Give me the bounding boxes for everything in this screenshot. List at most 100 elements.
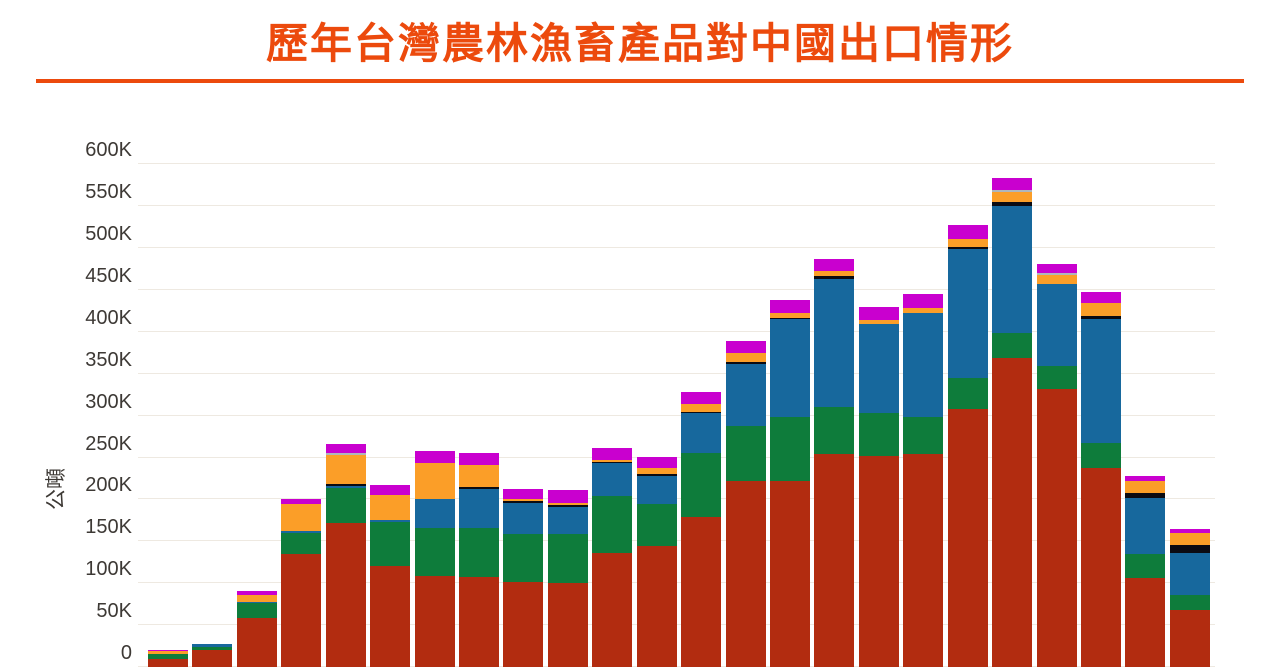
bar-17-orange-segment[interactable] (858, 320, 899, 325)
bar-23-black-segment[interactable] (1125, 492, 1166, 498)
bar-19-blue-segment[interactable] (947, 248, 988, 378)
bar-23-darkred-bottom-segment[interactable] (1125, 578, 1166, 667)
bar-23-magenta-top-segment[interactable] (1125, 476, 1166, 482)
bar-24-orange-segment[interactable] (1169, 532, 1210, 545)
bar-3-blue-segment[interactable] (236, 601, 277, 604)
stacked-bar-12[interactable] (636, 456, 677, 667)
bar-2-gray-segment[interactable] (192, 643, 233, 645)
bar-1-darkred-bottom-segment[interactable] (148, 658, 188, 667)
bar-20-orange-segment[interactable] (992, 191, 1033, 202)
bar-18-green-segment[interactable] (903, 417, 944, 455)
bar-13-green-segment[interactable] (681, 453, 722, 517)
bar-5-orange-segment[interactable] (325, 455, 366, 485)
bar-4-darkred-bottom-segment[interactable] (281, 553, 322, 667)
bar-16-orange-segment[interactable] (814, 270, 855, 276)
bar-18-darkred-bottom-segment[interactable] (903, 454, 944, 667)
bar-21-orange-segment[interactable] (1036, 274, 1077, 285)
bar-16-magenta-top-segment[interactable] (814, 258, 855, 271)
bar-11-magenta-top-segment[interactable] (592, 448, 633, 461)
bar-7-green-segment[interactable] (414, 527, 455, 576)
bar-22-black-segment[interactable] (1081, 315, 1122, 320)
bar-6-green-segment[interactable] (370, 522, 411, 567)
bar-20-darkred-bottom-segment[interactable] (992, 357, 1033, 667)
bar-1-orange-segment[interactable] (148, 651, 188, 655)
bar-5-blue-segment[interactable] (325, 486, 366, 488)
stacked-bar-18[interactable] (903, 294, 944, 667)
bar-9-blue-segment[interactable] (503, 502, 544, 534)
stacked-bar-3[interactable] (236, 590, 277, 667)
bar-6-black-segment[interactable] (370, 519, 411, 521)
bar-9-magenta-top-segment[interactable] (503, 489, 544, 500)
stacked-bar-16[interactable] (814, 258, 855, 667)
bar-2-darkred-bottom-segment[interactable] (192, 650, 233, 667)
bar-8-darkred-bottom-segment[interactable] (459, 576, 499, 667)
bar-21-blue-segment[interactable] (1036, 284, 1077, 367)
bar-17-darkred-bottom-segment[interactable] (858, 455, 899, 667)
stacked-bar-21[interactable] (1036, 263, 1077, 667)
bar-4-magenta-top-segment[interactable] (281, 498, 322, 505)
bar-1-magenta-top-segment[interactable] (148, 650, 188, 652)
bar-16-green-segment[interactable] (814, 407, 855, 455)
bar-5-gray-segment[interactable] (325, 453, 366, 456)
bar-2-blue-segment[interactable] (192, 644, 233, 647)
bar-20-black-segment[interactable] (992, 201, 1033, 207)
bar-3-orange-segment[interactable] (236, 594, 277, 602)
bar-24-blue-segment[interactable] (1169, 553, 1210, 595)
bar-14-orange-segment[interactable] (725, 352, 766, 362)
bar-19-magenta-top-segment[interactable] (947, 225, 988, 239)
bar-21-darkred-bottom-segment[interactable] (1036, 388, 1077, 667)
bar-18-blue-segment[interactable] (903, 312, 944, 418)
bar-19-orange-segment[interactable] (947, 238, 988, 248)
bar-13-orange-segment[interactable] (681, 403, 722, 413)
bar-20-gray-segment[interactable] (992, 190, 1033, 192)
stacked-bar-20[interactable] (992, 178, 1033, 667)
bar-12-magenta-top-segment[interactable] (636, 456, 677, 469)
bar-7-darkred-bottom-segment[interactable] (414, 575, 455, 667)
bar-14-darkred-bottom-segment[interactable] (725, 480, 766, 667)
stacked-bar-7[interactable] (414, 450, 455, 667)
bar-22-darkred-bottom-segment[interactable] (1081, 468, 1122, 667)
bar-11-blue-segment[interactable] (592, 463, 633, 497)
bar-15-magenta-top-segment[interactable] (770, 300, 811, 313)
stacked-bar-15[interactable] (770, 300, 811, 667)
bar-2-green-segment[interactable] (192, 646, 233, 651)
stacked-bar-17[interactable] (858, 306, 899, 667)
bar-10-orange-segment[interactable] (547, 502, 588, 506)
bar-20-blue-segment[interactable] (992, 206, 1033, 334)
stacked-bar-14[interactable] (725, 341, 766, 667)
bar-12-blue-segment[interactable] (636, 475, 677, 504)
bar-12-black-segment[interactable] (636, 474, 677, 476)
bar-17-green-segment[interactable] (858, 413, 899, 456)
bar-21-gray-segment[interactable] (1036, 273, 1077, 275)
stacked-bar-6[interactable] (370, 485, 411, 667)
bar-15-darkred-bottom-segment[interactable] (770, 480, 811, 667)
bar-20-green-segment[interactable] (992, 333, 1033, 358)
bar-10-magenta-top-segment[interactable] (547, 490, 588, 503)
stacked-bar-4[interactable] (281, 498, 322, 667)
bar-8-magenta-top-segment[interactable] (459, 453, 499, 466)
bar-6-darkred-bottom-segment[interactable] (370, 566, 411, 667)
bar-13-blue-segment[interactable] (681, 413, 722, 454)
bar-12-green-segment[interactable] (636, 503, 677, 547)
stacked-bar-23[interactable] (1125, 476, 1166, 667)
stacked-bar-13[interactable] (681, 392, 722, 667)
bar-24-darkred-bottom-segment[interactable] (1169, 610, 1210, 667)
bar-16-black-segment[interactable] (814, 275, 855, 280)
stacked-bar-8[interactable] (459, 453, 499, 667)
bar-7-magenta-top-segment[interactable] (414, 450, 455, 464)
bar-15-orange-segment[interactable] (770, 312, 811, 318)
bar-10-green-segment[interactable] (547, 533, 588, 584)
bar-11-green-segment[interactable] (592, 496, 633, 554)
bar-4-green-segment[interactable] (281, 532, 322, 554)
bar-8-black-segment[interactable] (459, 486, 499, 489)
bar-14-black-segment[interactable] (725, 362, 766, 364)
stacked-bar-19[interactable] (947, 225, 988, 667)
bar-22-green-segment[interactable] (1081, 443, 1122, 469)
bar-6-blue-segment[interactable] (370, 520, 411, 523)
bar-12-darkred-bottom-segment[interactable] (636, 546, 677, 667)
bar-3-darkred-bottom-segment[interactable] (236, 618, 277, 667)
bar-5-darkred-bottom-segment[interactable] (325, 522, 366, 667)
bar-19-black-segment[interactable] (947, 247, 988, 249)
bar-22-orange-segment[interactable] (1081, 302, 1122, 316)
bar-13-black-segment[interactable] (681, 412, 722, 414)
